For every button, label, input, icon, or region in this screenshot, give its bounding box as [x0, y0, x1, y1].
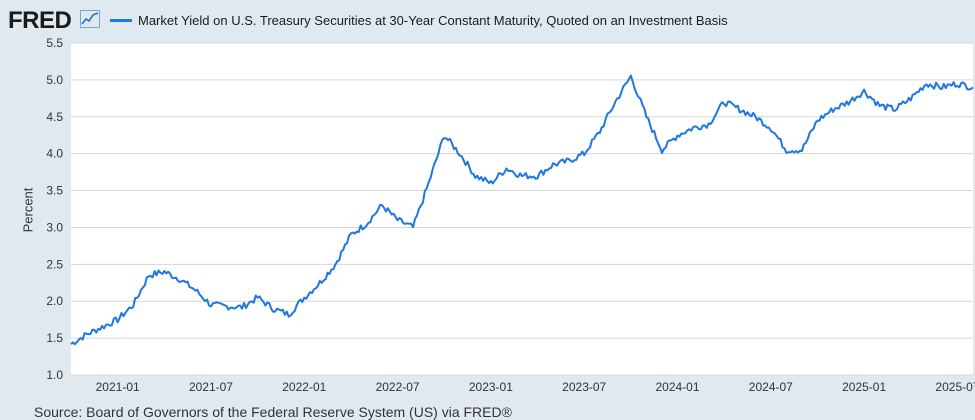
x-tick-label: 2021-07 [189, 380, 233, 394]
x-tick-label: 2024-07 [749, 380, 793, 394]
x-tick-label: 2025-07 [935, 380, 975, 394]
x-tick-label: 2023-07 [562, 380, 606, 394]
y-tick-label: 2.0 [46, 294, 63, 308]
legend-swatch [110, 19, 132, 22]
plot-area: 1.0 1.5 2.0 2.5 3.0 3.5 4.0 4.5 5.0 5.5 2021-01 202… [46, 36, 975, 394]
chart-header: FRED Market Yield on U.S. Treasury Secur… [0, 0, 975, 38]
y-tick-label: 1.5 [46, 331, 63, 345]
y-tick-label: 3.5 [46, 184, 63, 198]
y-tick-label: 4.5 [46, 110, 63, 124]
y-tick-label: 5.5 [46, 36, 63, 50]
y-axis-label: Percent [20, 187, 36, 233]
y-tick-label: 3.0 [46, 220, 63, 234]
y-tick-label: 2.5 [46, 257, 63, 271]
chart-legend: Market Yield on U.S. Treasury Securities… [110, 13, 728, 28]
chart-line-icon [80, 10, 100, 28]
x-tick-label: 2022-07 [376, 380, 420, 394]
x-tick-label: 2025-01 [842, 380, 886, 394]
x-tick-label: 2022-01 [282, 380, 326, 394]
y-tick-label: 1.0 [46, 368, 63, 382]
x-tick-label: 2021-01 [96, 380, 140, 394]
source-note: Source: Board of Governors of the Federa… [34, 404, 512, 420]
x-tick-label: 2023-01 [469, 380, 513, 394]
x-tick-label: 2024-01 [655, 380, 699, 394]
y-tick-label: 5.0 [46, 73, 63, 87]
series-line [70, 74, 974, 346]
legend-label: Market Yield on U.S. Treasury Securities… [138, 13, 728, 28]
fred-logo[interactable]: FRED [8, 7, 72, 34]
y-tick-label: 4.0 [46, 147, 63, 161]
